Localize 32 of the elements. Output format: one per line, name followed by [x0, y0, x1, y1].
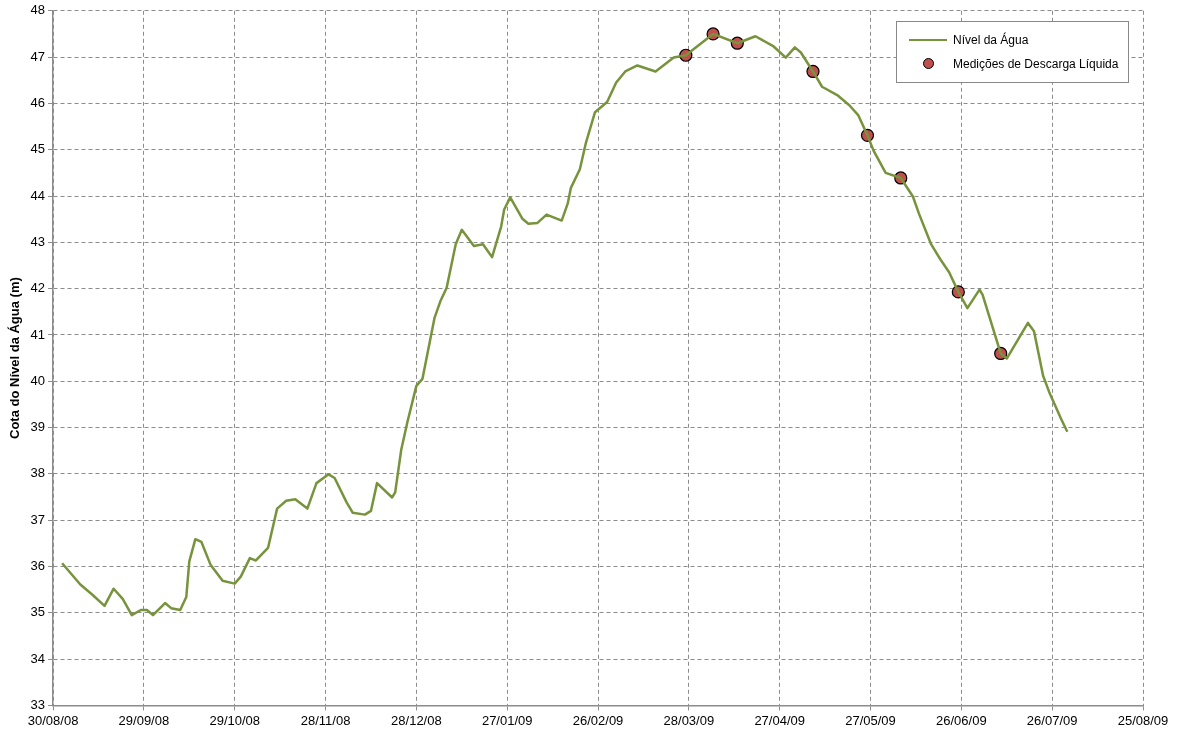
y-tick-label: 48	[30, 2, 46, 18]
y-tick-label: 34	[30, 650, 46, 666]
x-tick-label: 26/02/09	[572, 712, 624, 728]
y-tick-label: 35	[30, 604, 46, 620]
x-tick-label: 26/06/09	[936, 712, 987, 728]
y-tick-label: 39	[30, 419, 46, 435]
y-tick-label: 47	[30, 48, 46, 64]
y-tick-label: 33	[30, 696, 46, 712]
x-tick-label: 29/10/08	[209, 712, 261, 728]
x-tick-label: 28/03/09	[663, 712, 715, 728]
x-tick-label: 27/01/09	[481, 712, 533, 728]
y-tick-label: 41	[30, 326, 46, 342]
y-tick-label: 45	[30, 141, 46, 157]
legend-label: Nível da Água	[953, 32, 1029, 47]
x-tick-label: 30/08/08	[27, 712, 79, 728]
x-tick-label: 25/08/09	[1117, 712, 1169, 728]
x-tick-label: 27/04/09	[754, 712, 805, 728]
y-tick-label: 40	[30, 372, 46, 388]
y-tick-label: 43	[30, 233, 46, 249]
y-tick-label: 44	[30, 187, 46, 203]
x-tick-label: 26/07/09	[1026, 712, 1078, 728]
x-tick-label: 28/11/08	[300, 712, 351, 728]
y-tick-label: 42	[30, 280, 46, 296]
x-tick-label: 27/05/09	[845, 712, 896, 728]
x-tick-label: 28/12/08	[391, 712, 442, 728]
y-tick-label: 37	[30, 511, 46, 527]
y-tick-label: 36	[30, 558, 46, 574]
legend-label: Medições de Descarga Líquida	[953, 56, 1119, 71]
y-tick-label: 46	[30, 94, 46, 110]
y-axis-title: Cota do Nível da Água (m)	[7, 277, 23, 439]
y-tick-label: 38	[30, 465, 46, 481]
x-tick-label: 29/09/08	[118, 712, 170, 728]
